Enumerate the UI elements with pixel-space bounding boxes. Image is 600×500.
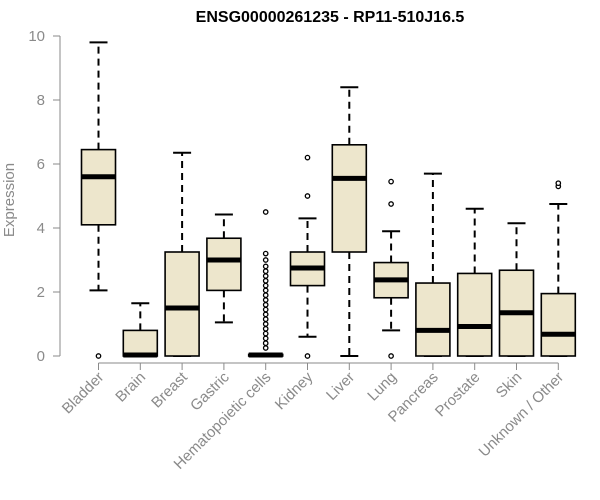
outlier-point bbox=[304, 353, 311, 359]
x-tick-label: Bladder bbox=[59, 369, 108, 418]
iqr-box bbox=[80, 148, 117, 226]
y-tick-label: 10 bbox=[28, 28, 45, 45]
x-tick-label: Liver bbox=[323, 369, 358, 404]
iqr-box bbox=[164, 251, 200, 357]
box-group bbox=[373, 178, 409, 359]
box-group bbox=[331, 86, 368, 357]
outlier-point bbox=[262, 301, 269, 308]
y-tick-label: 6 bbox=[37, 156, 45, 173]
box-group bbox=[289, 154, 326, 359]
outlier-point bbox=[262, 345, 269, 351]
outlier-point bbox=[262, 321, 269, 327]
outlier-point bbox=[262, 306, 269, 313]
y-axis-label: Expression bbox=[1, 163, 18, 237]
outlier-point bbox=[262, 263, 269, 270]
outlier-point bbox=[262, 287, 269, 294]
box-group bbox=[164, 151, 200, 357]
x-tick-label: Prostate bbox=[432, 369, 484, 421]
x-tick-label: Breast bbox=[148, 368, 191, 411]
outlier-point bbox=[262, 311, 269, 318]
outlier-point bbox=[555, 180, 562, 187]
outlier-point bbox=[262, 257, 269, 263]
outlier-point bbox=[262, 209, 269, 215]
box-group bbox=[415, 172, 451, 357]
outlier-point bbox=[388, 201, 394, 207]
x-tick-label: Kidney bbox=[272, 368, 317, 413]
iqr-box bbox=[456, 272, 493, 357]
iqr-box bbox=[415, 282, 451, 357]
y-tick-label: 0 bbox=[37, 348, 45, 365]
box-group bbox=[206, 213, 242, 324]
iqr-box bbox=[540, 292, 577, 357]
iqr-box bbox=[206, 237, 242, 292]
box-group bbox=[80, 41, 117, 359]
outlier-point bbox=[95, 353, 102, 359]
y-tick-label: 2 bbox=[37, 284, 45, 301]
chart-title: ENSG00000261235 - RP11-510J16.5 bbox=[196, 9, 465, 26]
x-tick-label: Lung bbox=[364, 369, 400, 405]
x-tick-label: Skin bbox=[493, 369, 526, 402]
outlier-point bbox=[262, 273, 269, 279]
outlier-point bbox=[304, 154, 311, 161]
y-tick-label: 4 bbox=[37, 220, 45, 237]
iqr-box bbox=[122, 329, 159, 357]
outlier-point bbox=[262, 330, 269, 337]
x-tick-label: Brain bbox=[112, 369, 149, 406]
outlier-point bbox=[304, 193, 311, 199]
outlier-point bbox=[262, 325, 269, 332]
outlier-point bbox=[262, 335, 269, 342]
outlier-point bbox=[262, 282, 269, 289]
outlier-point bbox=[262, 277, 269, 284]
y-tick-label: 8 bbox=[37, 92, 45, 109]
outlier-point bbox=[262, 292, 269, 299]
box-group bbox=[122, 302, 159, 358]
boxes bbox=[80, 41, 577, 359]
outlier-point bbox=[262, 297, 269, 303]
outlier-point bbox=[262, 250, 269, 257]
iqr-box bbox=[331, 144, 368, 253]
box-group bbox=[540, 180, 577, 357]
y-axis: 0 2 4 6 8 10 bbox=[28, 28, 61, 365]
outlier-point bbox=[388, 353, 394, 359]
outlier-point bbox=[262, 340, 269, 347]
outlier-point bbox=[262, 316, 269, 323]
box-group bbox=[456, 207, 493, 357]
box-group bbox=[498, 222, 535, 357]
outlier-point bbox=[388, 178, 394, 185]
box-group bbox=[247, 209, 284, 358]
outlier-point bbox=[262, 268, 269, 275]
